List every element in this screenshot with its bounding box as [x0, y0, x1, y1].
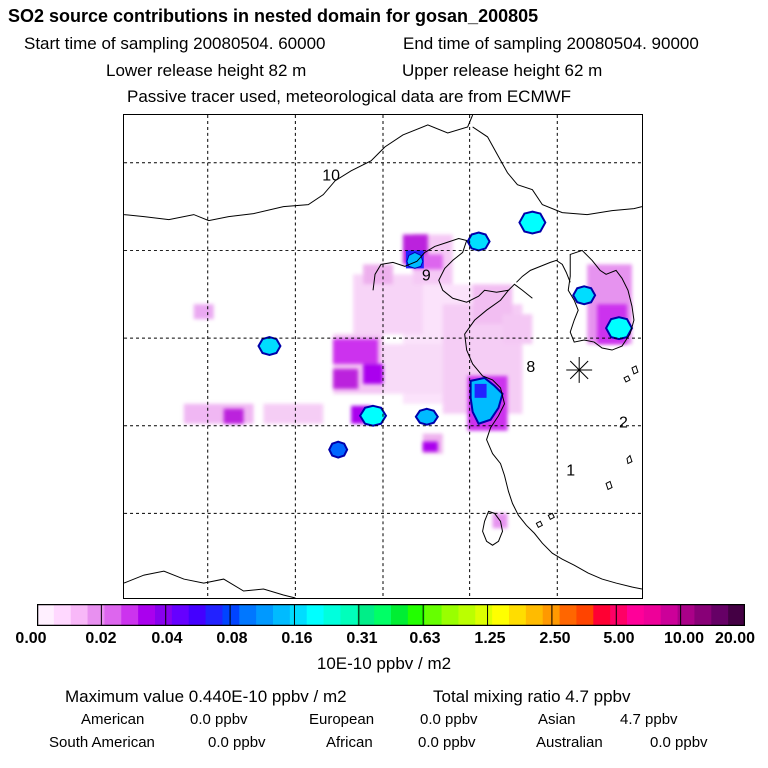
region-label-2: 2 — [619, 415, 628, 432]
colorbar-tick-label: 20.00 — [714, 630, 756, 647]
lat-lon-grid — [124, 115, 642, 598]
south-american-label: South American — [49, 734, 155, 751]
color-swatch — [104, 604, 122, 626]
color-swatch — [171, 604, 190, 626]
color-swatch — [458, 604, 476, 626]
color-swatch — [306, 604, 325, 626]
color-swatch — [576, 604, 594, 626]
african-value: 0.0 ppbv — [418, 734, 476, 751]
page-title: SO2 source contributions in nested domai… — [8, 6, 539, 26]
region-label-8: 8 — [526, 359, 535, 376]
color-swatch — [593, 604, 611, 626]
plume-field — [183, 234, 632, 529]
european-value: 0.0 ppbv — [420, 711, 478, 728]
lower-release-text: Lower release height 82 m — [106, 61, 307, 80]
australian-label: Australian — [536, 734, 603, 751]
color-swatch — [53, 604, 72, 626]
color-swatch — [525, 604, 544, 626]
hot-spots — [257, 210, 634, 459]
color-swatch — [340, 604, 358, 626]
start-time-text: Start time of sampling 20080504. 60000 — [24, 34, 326, 53]
color-swatch — [475, 604, 493, 626]
american-label: American — [81, 711, 145, 728]
colorbar-tick-label: 0.08 — [216, 630, 248, 647]
colorbar-units: 10E-10 ppbv / m2 — [316, 654, 452, 673]
colorbar-tick-label: 10.00 — [663, 630, 705, 647]
color-swatch — [323, 604, 341, 626]
color-swatch — [492, 604, 510, 626]
region-label-9: 9 — [422, 267, 431, 284]
color-swatch — [509, 604, 527, 626]
european-label: European — [309, 711, 375, 728]
color-swatch — [222, 604, 240, 626]
colorbar-border — [37, 604, 745, 626]
colorbar-tick-label: 0.04 — [151, 630, 183, 647]
total-mixing-text: Total mixing ratio 4.7 ppbv — [433, 687, 631, 706]
color-swatch — [542, 604, 561, 626]
color-scale-bar — [37, 604, 745, 626]
color-swatch — [155, 604, 173, 626]
colorbar-tick-label: 0.16 — [281, 630, 313, 647]
color-swatch — [559, 604, 577, 626]
color-swatch — [188, 604, 207, 626]
color-swatch — [70, 604, 89, 626]
color-swatch — [627, 604, 645, 626]
color-swatch — [121, 604, 139, 626]
color-swatch — [711, 604, 729, 626]
color-swatch — [357, 604, 375, 626]
colorbar-tick-label: 0.31 — [346, 630, 378, 647]
color-swatch — [289, 604, 308, 626]
tracer-note-text: Passive tracer used, meteorological data… — [127, 87, 572, 106]
upper-release-text: Upper release height 62 m — [402, 61, 603, 80]
color-swatch — [37, 604, 55, 626]
color-swatch — [660, 604, 679, 626]
color-swatch — [374, 604, 392, 626]
asian-label: Asian — [538, 711, 576, 728]
color-swatch — [728, 604, 745, 626]
concentration-map: 10 9 8 2 1 — [123, 114, 643, 599]
region-label-1: 1 — [566, 463, 575, 480]
american-value: 0.0 ppbv — [190, 711, 248, 728]
color-swatch — [273, 604, 291, 626]
color-swatch — [256, 604, 274, 626]
color-swatch — [391, 604, 409, 626]
australian-value: 0.0 ppbv — [650, 734, 708, 751]
end-time-text: End time of sampling 20080504. 90000 — [403, 34, 699, 53]
color-swatch — [424, 604, 443, 626]
coastlines — [124, 115, 642, 598]
color-swatch — [205, 604, 223, 626]
color-swatch — [87, 604, 105, 626]
colorbar-tick-label: 0.63 — [409, 630, 441, 647]
color-swatch — [694, 604, 712, 626]
asian-value: 4.7 ppbv — [620, 711, 678, 728]
color-swatch — [441, 604, 459, 626]
color-swatch — [138, 604, 156, 626]
colorbar-tick-label: 0.00 — [15, 630, 47, 647]
color-swatch — [643, 604, 662, 626]
region-label-10: 10 — [322, 168, 340, 185]
color-swatch — [407, 604, 426, 626]
color-swatch — [239, 604, 257, 626]
african-label: African — [326, 734, 373, 751]
colorbar-tick-label: 2.50 — [539, 630, 571, 647]
colorbar-tick-label: 5.00 — [603, 630, 635, 647]
colorbar-tick-label: 1.25 — [474, 630, 506, 647]
color-swatch — [677, 604, 695, 626]
max-value-text: Maximum value 0.440E-10 ppbv / m2 — [65, 687, 347, 706]
colorbar-tick-label: 0.02 — [85, 630, 117, 647]
receptor-star-icon — [566, 356, 593, 383]
south-american-value: 0.0 ppbv — [208, 734, 266, 751]
color-swatch — [610, 604, 628, 626]
